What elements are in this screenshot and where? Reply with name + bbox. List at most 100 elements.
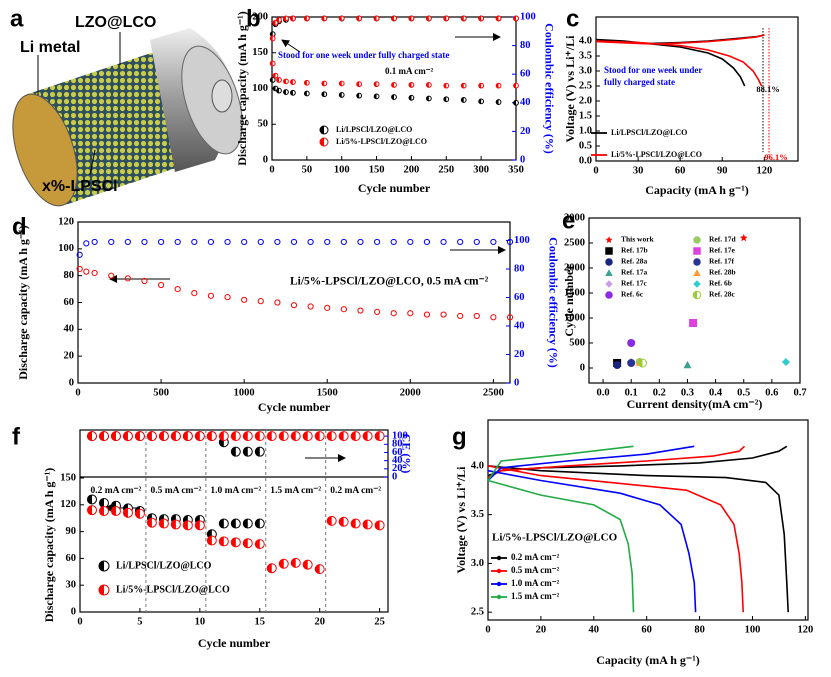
marker bbox=[473, 312, 480, 320]
y-axis-label: Discharge capacity (mA h g⁻¹) bbox=[16, 225, 30, 380]
annotation: Stood for one week under fully charged s… bbox=[278, 50, 449, 60]
marker-half bbox=[391, 16, 394, 21]
discharge-curve bbox=[487, 469, 697, 613]
marker bbox=[605, 236, 613, 243]
marker-half bbox=[443, 96, 447, 102]
panel-letter: a bbox=[10, 5, 24, 32]
x-tick-label: 25 bbox=[374, 616, 385, 627]
charge-curve bbox=[487, 445, 746, 479]
marker-half bbox=[207, 431, 212, 441]
x-tick-label: 120 bbox=[797, 624, 813, 635]
marker bbox=[693, 269, 701, 276]
x-tick-label: 150 bbox=[369, 164, 385, 175]
marker-half bbox=[363, 519, 368, 529]
y2-tick-label: 0 bbox=[514, 377, 519, 388]
marker-half bbox=[147, 431, 152, 441]
x-tick-label: 250 bbox=[438, 164, 454, 175]
marker bbox=[83, 268, 90, 275]
y2-tick-label: 0 bbox=[392, 471, 397, 482]
marker bbox=[373, 238, 381, 246]
annotation: 1.5 mA cm⁻² bbox=[270, 486, 321, 496]
marker-half bbox=[327, 431, 332, 441]
marker-half bbox=[443, 16, 447, 21]
y-axis-label: Voltage (V) vs Li⁺/Li bbox=[563, 35, 577, 143]
marker-half bbox=[270, 31, 273, 37]
y-tick-label: 150 bbox=[252, 47, 268, 58]
marker-half bbox=[243, 538, 248, 548]
marker bbox=[627, 359, 636, 367]
marker bbox=[605, 247, 613, 255]
x-tick-label: 0.3 bbox=[681, 387, 694, 398]
marker-half bbox=[159, 431, 164, 441]
marker bbox=[457, 238, 464, 246]
plot-frame bbox=[595, 16, 799, 162]
marker-half bbox=[87, 431, 92, 441]
x-tick-label: 20 bbox=[314, 616, 325, 627]
marker-half bbox=[496, 83, 499, 89]
y2-tick-label: 40 bbox=[514, 320, 525, 331]
panel: c 0 30 60 90 120 0.0 0.5 1.0 1.5 2.0 2.5 3.0 3.5 4.0 Ca… bbox=[563, 5, 799, 197]
x-tick-label: 20 bbox=[536, 624, 547, 635]
x-tick-label: 300 bbox=[473, 164, 489, 175]
annotation: Stood for one week under bbox=[604, 65, 702, 75]
label: LZO@LCO bbox=[75, 14, 156, 31]
marker bbox=[274, 238, 281, 246]
legend-label: Ref. 28b bbox=[709, 268, 736, 277]
marker-half bbox=[255, 539, 260, 549]
annotation: 88.1% bbox=[756, 84, 779, 94]
x-tick-label: 2000 bbox=[400, 387, 421, 398]
marker-half bbox=[255, 431, 260, 441]
marker bbox=[340, 238, 347, 246]
marker-half bbox=[273, 20, 276, 26]
y-axis-label: Voltage (V) vs Li⁺/Li bbox=[454, 466, 468, 574]
x-tick-label: 90 bbox=[717, 165, 728, 176]
marker bbox=[373, 308, 381, 315]
y-tick-label: 0 bbox=[69, 377, 74, 388]
marker bbox=[141, 238, 148, 246]
x-tick-label: 60 bbox=[641, 624, 652, 635]
marker bbox=[241, 296, 248, 303]
marker-half bbox=[426, 16, 429, 21]
panel-letter: e bbox=[562, 207, 575, 234]
x-tick-label: 0.0 bbox=[597, 387, 610, 398]
y-tick-label: 2.5 bbox=[579, 80, 592, 91]
x-tick-label: 0 bbox=[269, 164, 274, 175]
x-tick-label: 0 bbox=[75, 387, 80, 398]
marker bbox=[457, 312, 464, 320]
x-tick-label: 0 bbox=[77, 616, 82, 627]
marker-half bbox=[391, 82, 394, 88]
y-tick-label: 2.0 bbox=[579, 95, 592, 106]
y2-tick-label: 0 bbox=[520, 154, 525, 165]
marker-half bbox=[219, 519, 224, 529]
x-tick-label: 500 bbox=[153, 387, 169, 398]
legend-swatch bbox=[496, 555, 502, 561]
marker-half bbox=[339, 16, 342, 21]
annotation: fully charged state bbox=[604, 77, 675, 87]
marker-half bbox=[374, 16, 377, 21]
marker-half bbox=[374, 81, 377, 87]
legend-label: Li/LPSCl/LZO@LCO bbox=[611, 128, 687, 137]
x-tick-label: 0.4 bbox=[709, 387, 723, 398]
marker bbox=[473, 238, 480, 246]
y2-axis-label: Coulombic efficiency (%) bbox=[542, 23, 556, 154]
marker bbox=[274, 299, 281, 306]
annotation: 0.2 mA cm⁻² bbox=[91, 486, 142, 496]
x-tick-label: 0.7 bbox=[793, 387, 806, 398]
panel-letter: b bbox=[246, 5, 261, 32]
y-tick-label: 1000 bbox=[564, 312, 585, 323]
y-tick-label: 90 bbox=[66, 526, 77, 537]
marker bbox=[605, 291, 613, 299]
marker bbox=[241, 238, 248, 246]
marker bbox=[141, 277, 148, 285]
y2-tick-label: 20 bbox=[514, 349, 525, 360]
marker-half bbox=[304, 91, 307, 96]
marker bbox=[157, 238, 165, 246]
marker-half bbox=[231, 431, 236, 441]
panel-letter: g bbox=[452, 423, 467, 450]
li-metal bbox=[12, 93, 78, 207]
x-tick-label: 350 bbox=[508, 164, 524, 175]
discharge-curve bbox=[487, 465, 744, 613]
marker-half bbox=[270, 77, 273, 83]
illustration: a LZO@LCO Li metal x%-LPSCl bbox=[10, 5, 243, 207]
